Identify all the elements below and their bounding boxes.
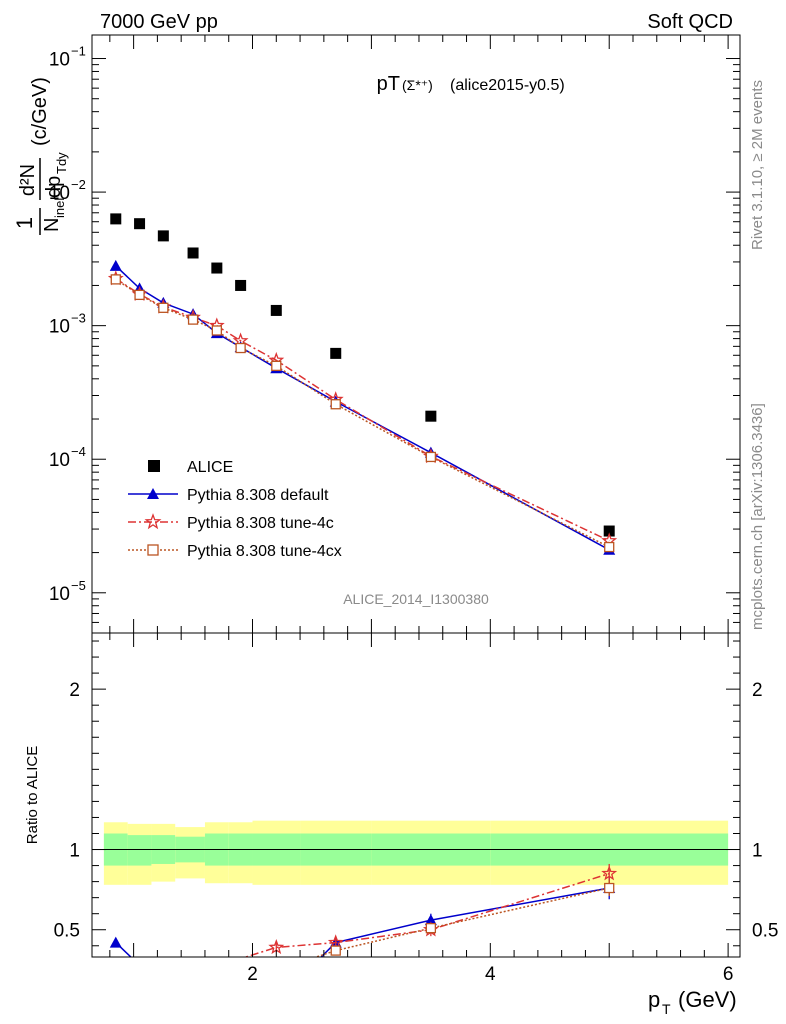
point-0-5 — [235, 279, 247, 291]
main-plot-panel: pT (Σ*⁺) (alice2015-y0.5) ALICE_2014_I13… — [49, 34, 741, 634]
ratio-line-0 — [115, 887, 610, 957]
point-3-7 — [330, 399, 341, 410]
ratio-series-2 — [313, 880, 615, 957]
point-3-1 — [134, 289, 145, 301]
x-axis-label-base: p — [648, 987, 660, 1012]
y-tick-label-3: 10 — [49, 450, 70, 471]
ratio-series-0 — [109, 876, 616, 957]
ylabel-frac-num: 1 — [12, 217, 37, 229]
point-0-4 — [211, 262, 223, 274]
x-axis-label-sub: T — [662, 1001, 671, 1017]
ratio-plot-area — [92, 820, 740, 957]
point-0-8 — [425, 410, 437, 422]
legend-label-default: Pythia 8.308 default — [187, 487, 329, 504]
point-3-5 — [235, 342, 246, 354]
x-axis-label-unit: (GeV) — [678, 987, 737, 1012]
ratio-y-axis-label: Ratio to ALICE — [24, 746, 41, 844]
ratio-plot-panel: 0.5 0.5 1 1 2 2 2 4 6 — [54, 632, 778, 985]
y-tick-exp-1: −2 — [71, 177, 86, 192]
ratio-y-label-left-2: 2 — [69, 680, 80, 701]
series-3 — [110, 274, 615, 553]
ratio-y-label-right-1: 1 — [752, 841, 763, 862]
point-0-1 — [134, 218, 146, 230]
ratio-point-1-3 — [601, 865, 618, 881]
x-tick-label-0: 2 — [247, 964, 258, 985]
ratio-point-0-2 — [424, 914, 437, 926]
y-tick-label-4: 10 — [49, 584, 70, 605]
mcplots-label: mcplots.cern.ch [arXiv:1306.3436] — [749, 403, 766, 630]
ylabel-deriv-num: d²N — [17, 164, 39, 196]
ylabel-frac-den-sub: inel — [52, 198, 67, 218]
point-0-9 — [603, 525, 615, 537]
point-0-6 — [270, 304, 282, 316]
header-right-label: Soft QCD — [647, 11, 733, 33]
series-line-1 — [115, 265, 610, 551]
series-line-3 — [115, 278, 610, 548]
legend-marker-tune4cx — [147, 544, 159, 556]
ylabel-frac-den: N — [41, 218, 63, 232]
band-inner-1 — [127, 835, 152, 866]
y-tick-exp-3: −4 — [71, 444, 86, 459]
point-3-0 — [110, 274, 121, 285]
plot-title-tag: (alice2015-y0.5) — [450, 77, 565, 94]
rivet-label: Rivet 3.1.10, ≥ 2M events — [749, 80, 766, 250]
point-3-9 — [604, 541, 615, 553]
ratio-line-1 — [243, 872, 610, 957]
y-tick-exp-2: −3 — [71, 311, 86, 326]
ratio-line-2 — [313, 887, 610, 957]
y-axis-label-group: 1 N inel d²N dp Tdy (c/GeV) — [12, 77, 69, 235]
point-0-2 — [157, 230, 169, 242]
point-3-4 — [211, 325, 222, 336]
x-tick-label-1: 4 — [485, 964, 496, 985]
y-tick-exp-4: −5 — [71, 578, 86, 593]
ratio-y-label-right-2: 2 — [752, 680, 763, 701]
point-3-6 — [271, 360, 282, 372]
ylabel-deriv-den: dp — [43, 176, 65, 198]
legend-label-tune4cx: Pythia 8.308 tune-4cx — [187, 543, 342, 560]
point-0-0 — [110, 213, 122, 225]
series-2 — [107, 270, 618, 548]
header-left-label: 7000 GeV pp — [100, 11, 218, 33]
analysis-watermark: ALICE_2014_I1300380 — [343, 591, 489, 607]
series-0 — [110, 213, 615, 537]
ratio-point-1-1 — [327, 934, 344, 950]
ratio-point-0-0 — [109, 936, 122, 948]
legend-marker-tune4c — [144, 513, 162, 530]
point-1-0 — [109, 259, 122, 271]
y-tick-exp-0: −1 — [71, 44, 86, 59]
ratio-point-2-1 — [425, 922, 437, 934]
legend-label-alice: ALICE — [187, 459, 233, 476]
point-0-3 — [187, 247, 199, 259]
series-line-2 — [115, 277, 610, 542]
y-tick-label-2: 10 — [49, 317, 70, 338]
ratio-point-2-0 — [330, 945, 341, 956]
y-tick-label-0: 10 — [49, 50, 70, 71]
legend-label-tune4c: Pythia 8.308 tune-4c — [187, 515, 334, 532]
point-3-8 — [425, 451, 437, 463]
legend-marker-default — [147, 488, 159, 499]
x-tick-label-2: 6 — [723, 964, 734, 985]
plot-title-main: pT — [377, 73, 400, 95]
ratio-y-label-left-0: 0.5 — [54, 921, 80, 942]
ratio-y-label-left-1: 1 — [69, 841, 80, 862]
point-3-3 — [187, 314, 199, 325]
y-tick-label-1: 10 — [49, 183, 70, 204]
ylabel-unit: (c/GeV) — [29, 77, 51, 146]
legend-marker-alice — [148, 460, 160, 472]
point-0-7 — [330, 347, 342, 359]
ratio-point-2-2 — [604, 882, 615, 894]
ylabel-deriv-den-sub: Tdy — [54, 152, 69, 174]
plot-title-particle: (Σ*⁺) — [402, 77, 433, 93]
ratio-y-label-right-0: 0.5 — [752, 921, 778, 942]
lower-frame — [91, 632, 741, 958]
point-3-2 — [158, 302, 169, 313]
series-1 — [109, 259, 616, 555]
legend: ALICE Pythia 8.308 default Pythia 8.308 … — [128, 459, 342, 560]
